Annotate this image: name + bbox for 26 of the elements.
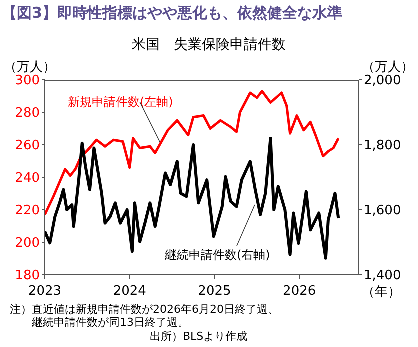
line-series bbox=[45, 137, 340, 260]
series-label: 継続申請件数(右軸) bbox=[165, 247, 270, 264]
y2-tick-label: 1,800 bbox=[364, 138, 402, 154]
x-tick-label: 2026 bbox=[283, 284, 316, 300]
text: 継続申請件数が同13日終了週。 bbox=[32, 315, 189, 330]
y2-axis-title: （万人） bbox=[362, 59, 414, 75]
x-tick-label: 2025 bbox=[198, 284, 232, 300]
x-tick-label: 2024 bbox=[113, 284, 146, 300]
y-tick-label: 300 bbox=[15, 74, 40, 89]
y-axis-title: （万人） bbox=[4, 59, 56, 75]
text: 注）直近値は新規申請件数が2026年6月20日終了週、 bbox=[10, 302, 279, 317]
x-tick-label: 2023 bbox=[28, 284, 62, 300]
y-tick-label: 240 bbox=[15, 171, 40, 186]
text: 出所）BLSより作成 bbox=[150, 329, 248, 344]
y-tick-label: 220 bbox=[15, 204, 40, 219]
line-series bbox=[45, 90, 340, 216]
chart-subtitle: 米国 失業保険申請件数 bbox=[131, 36, 287, 54]
y2-tick-label: 2,000 bbox=[364, 74, 402, 89]
y-tick-label: 180 bbox=[15, 268, 40, 284]
x-axis-title: （年） bbox=[362, 284, 401, 301]
y-tick-label: 200 bbox=[15, 236, 40, 252]
y2-tick-label: 1,400 bbox=[364, 268, 402, 284]
y2-tick-label: 1,600 bbox=[364, 204, 402, 219]
y-tick-label: 280 bbox=[15, 106, 40, 122]
y-tick-label: 260 bbox=[15, 138, 40, 154]
chart-title: 【図3】即時性指標はやや悪化も、依然健全な水準 bbox=[2, 4, 342, 23]
